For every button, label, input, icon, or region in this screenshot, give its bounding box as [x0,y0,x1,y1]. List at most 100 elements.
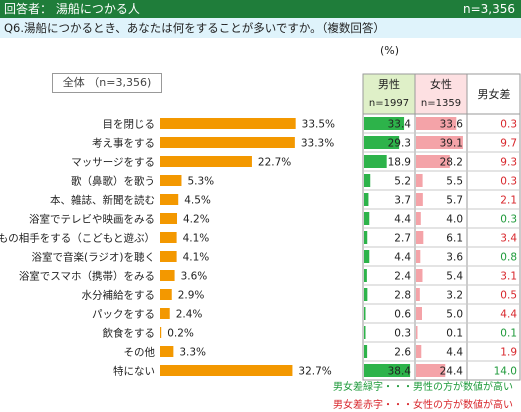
male-fill-bar [364,269,367,282]
total-bar [160,346,174,357]
total-value-label: 4.2% [183,214,210,226]
male-fill-bar [364,326,366,339]
female-fill-bar [416,250,421,263]
total-value-label: 32.7% [298,366,331,378]
male-value: 2.7 [394,233,411,245]
category-label: 歌（鼻歌）を歌う [71,175,155,188]
note-green: 男女差緑字・・・男性の方が数値が高い [333,382,513,393]
male-fill-bar [364,307,366,320]
category-label: 浴室で音楽(ラジオ)を聴く [32,251,155,264]
respondent-label: 回答者： 湯船につかる人 [4,2,140,16]
female-fill-bar [416,212,421,225]
total-legend: 全体 （n=3,356) [52,73,162,93]
diff-value: 1.9 [500,347,517,359]
total-value-label: 4.1% [183,233,210,245]
female-value: 3.6 [446,252,463,264]
category-label: 目を閉じる [103,119,156,131]
category-label: 浴室でスマホ（携帯）をみる [19,270,155,283]
diff-value: 14.0 [494,366,517,378]
question-bar: Q6.湯船につかるとき、あなたは何をすることが多いですか。（複数回答） [0,18,521,38]
total-bar [160,232,177,243]
male-value: 5.2 [394,176,411,188]
category-label: マッサージをする [71,157,155,169]
total-bar [160,327,162,338]
diff-value: 3.1 [500,271,517,283]
sample-size: n=3,356 [462,2,515,16]
male-value: 18.9 [388,157,411,169]
female-value: 33.6 [440,119,464,131]
female-fill-bar [416,345,422,358]
total-bar [160,156,252,167]
total-value-label: 3.3% [179,347,206,359]
female-value: 24.4 [440,366,464,378]
male-fill-bar [364,174,371,187]
category-label: 本、雑誌、新聞を読む [50,194,155,207]
male-value: 0.6 [394,309,411,321]
diff-value: 0.5 [500,290,517,302]
male-fill-bar [364,212,370,225]
category-label: こどもの相手をする（こどもと遊ぶ） [0,232,155,245]
total-value-label: 2.4% [176,309,203,321]
diff-value: 0.3 [500,119,517,131]
diff-value: 0.3 [500,214,517,226]
total-value-label: 0.2% [167,328,194,340]
female-header-cell [415,74,467,114]
total-value-label: 2.9% [178,290,205,302]
category-label: 飲食をする [103,327,156,340]
male-value: 38.4 [388,366,412,378]
female-fill-bar [416,326,418,339]
diff-value: 0.1 [500,328,517,340]
male-n-label: n=1997 [369,98,409,109]
male-fill-bar [364,117,405,130]
male-fill-bar [364,345,368,358]
category-label: パックをする [92,309,155,321]
male-value: 0.3 [394,328,411,340]
female-value: 4.4 [446,347,463,359]
female-fill-bar [416,136,463,149]
total-bar [160,213,178,224]
male-fill-bar [364,155,387,168]
category-label: 考え事をする [92,137,155,150]
category-label: その他 [124,346,156,359]
diff-header-label: 男女差 [478,87,511,101]
total-value-label: 4.1% [183,252,210,264]
male-value: 4.4 [394,214,411,226]
male-value: 33.4 [388,119,412,131]
male-header-cell [363,74,415,114]
female-fill-bar [416,364,446,377]
total-bar [160,118,296,129]
female-value: 5.7 [446,195,463,207]
female-value: 5.5 [446,176,463,188]
female-value: 3.2 [446,290,463,302]
question-text: Q6.湯船につかるとき、あなたは何をすることが多いですか。（複数回答） [4,21,385,35]
female-fill-bar [416,193,423,206]
diff-value: 3.4 [500,233,517,245]
category-label: 特にない [113,366,155,378]
diff-value: 2.1 [500,195,517,207]
male-header-label: 男性 [378,77,400,91]
total-value-label: 33.3% [301,138,334,150]
total-value-label: 22.7% [258,157,291,169]
total-bar [160,175,182,186]
total-bar [160,308,170,319]
total-value-label: 4.5% [184,195,211,207]
female-value: 4.0 [446,214,463,226]
total-bar [160,289,172,300]
total-value-label: 5.3% [187,176,214,188]
diff-value: 9.7 [500,138,517,150]
male-fill-bar [364,136,400,149]
male-fill-bar [364,250,370,263]
category-label: 浴室でテレビや映画をみる [29,213,155,226]
diff-header-cell [467,74,521,114]
female-value: 28.2 [440,157,463,169]
female-fill-bar [416,231,424,244]
male-value: 4.4 [394,252,411,264]
male-fill-bar [364,193,369,206]
total-value-label: 33.5% [302,119,335,131]
female-fill-bar [416,174,423,187]
male-fill-bar [364,288,368,301]
female-value: 39.1 [440,138,463,150]
total-bar [160,270,175,281]
diff-value: 4.4 [500,309,517,321]
